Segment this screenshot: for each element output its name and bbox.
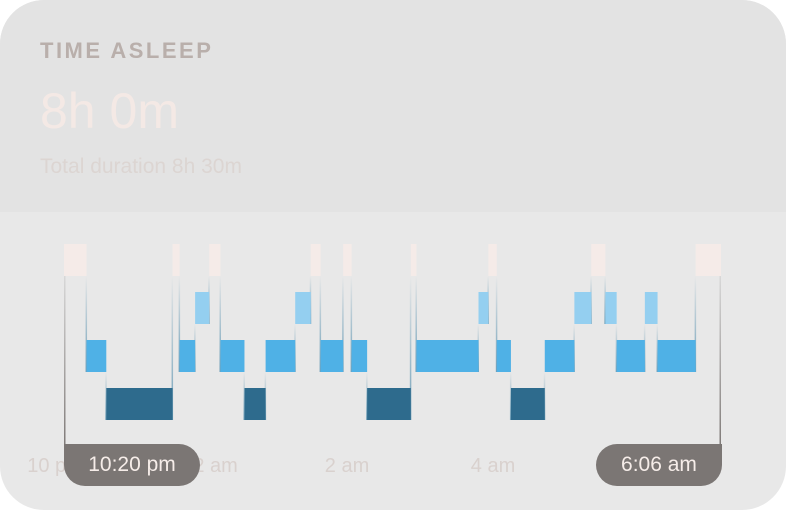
stage-transition-line (604, 276, 606, 324)
x-tick-label: 2 am (324, 455, 370, 477)
segment-awake (591, 244, 606, 276)
stage-transition-line (85, 276, 88, 372)
segment-deep (367, 388, 411, 420)
segment-rem (574, 292, 592, 324)
stage-transition-line (342, 276, 344, 372)
segment-awake (172, 244, 180, 276)
stage-transition-line (694, 276, 697, 372)
segment-light (179, 340, 196, 372)
segment-light (265, 340, 296, 372)
segment-awake (488, 244, 497, 276)
segment-light (351, 340, 368, 372)
stage-transition-line (350, 276, 353, 372)
stage-transition-line (615, 324, 618, 372)
x-tick-label: 4 am (470, 455, 516, 477)
sleep-end-label[interactable]: 6:06 am (596, 444, 722, 486)
stage-transition-line (509, 372, 512, 420)
stage-transition-line (105, 372, 107, 420)
card-title: TIME ASLEEP (40, 38, 214, 63)
stage-transition-line (219, 276, 221, 372)
stage-transition-line (178, 276, 181, 372)
segment-awake (343, 244, 352, 276)
segment-awake (410, 244, 417, 276)
segment-deep (510, 388, 545, 420)
segment-light (220, 340, 245, 372)
segment-deep (106, 388, 173, 420)
time-asleep-value: 8h 0m (40, 83, 179, 139)
stage-transition-line (171, 276, 174, 420)
stage-transition-line (409, 276, 412, 420)
segment-light (86, 340, 107, 372)
segment-rem (295, 292, 311, 324)
card-header: TIME ASLEEP 8h 0m Total duration 8h 30m (0, 0, 786, 212)
segment-light (320, 340, 344, 372)
segment-rem (195, 292, 210, 324)
segment-awake (209, 244, 221, 276)
segment-light (496, 340, 511, 372)
segment-light (657, 340, 696, 372)
stage-transition-line (319, 276, 322, 372)
stage-transition-line (415, 276, 417, 372)
segment-awake (310, 244, 321, 276)
stage-transition-line (495, 276, 498, 372)
segment-rem (478, 292, 489, 324)
segment-awake (64, 244, 87, 276)
sleep-start-line (64, 276, 66, 444)
segment-light (616, 340, 645, 372)
segment-awake (695, 244, 721, 276)
segment-rem (644, 292, 658, 324)
segment-light (544, 340, 575, 372)
segment-light (416, 340, 479, 372)
sleep-start-label[interactable]: 10:20 pm (64, 444, 200, 486)
stage-transition-line (656, 324, 659, 372)
sleep-end-line (719, 276, 721, 444)
segment-deep (244, 388, 266, 420)
segment-rem (605, 292, 617, 324)
stage-transition-line (243, 372, 245, 420)
stage-transition-line (366, 372, 368, 420)
total-duration: Total duration 8h 30m (40, 155, 242, 178)
